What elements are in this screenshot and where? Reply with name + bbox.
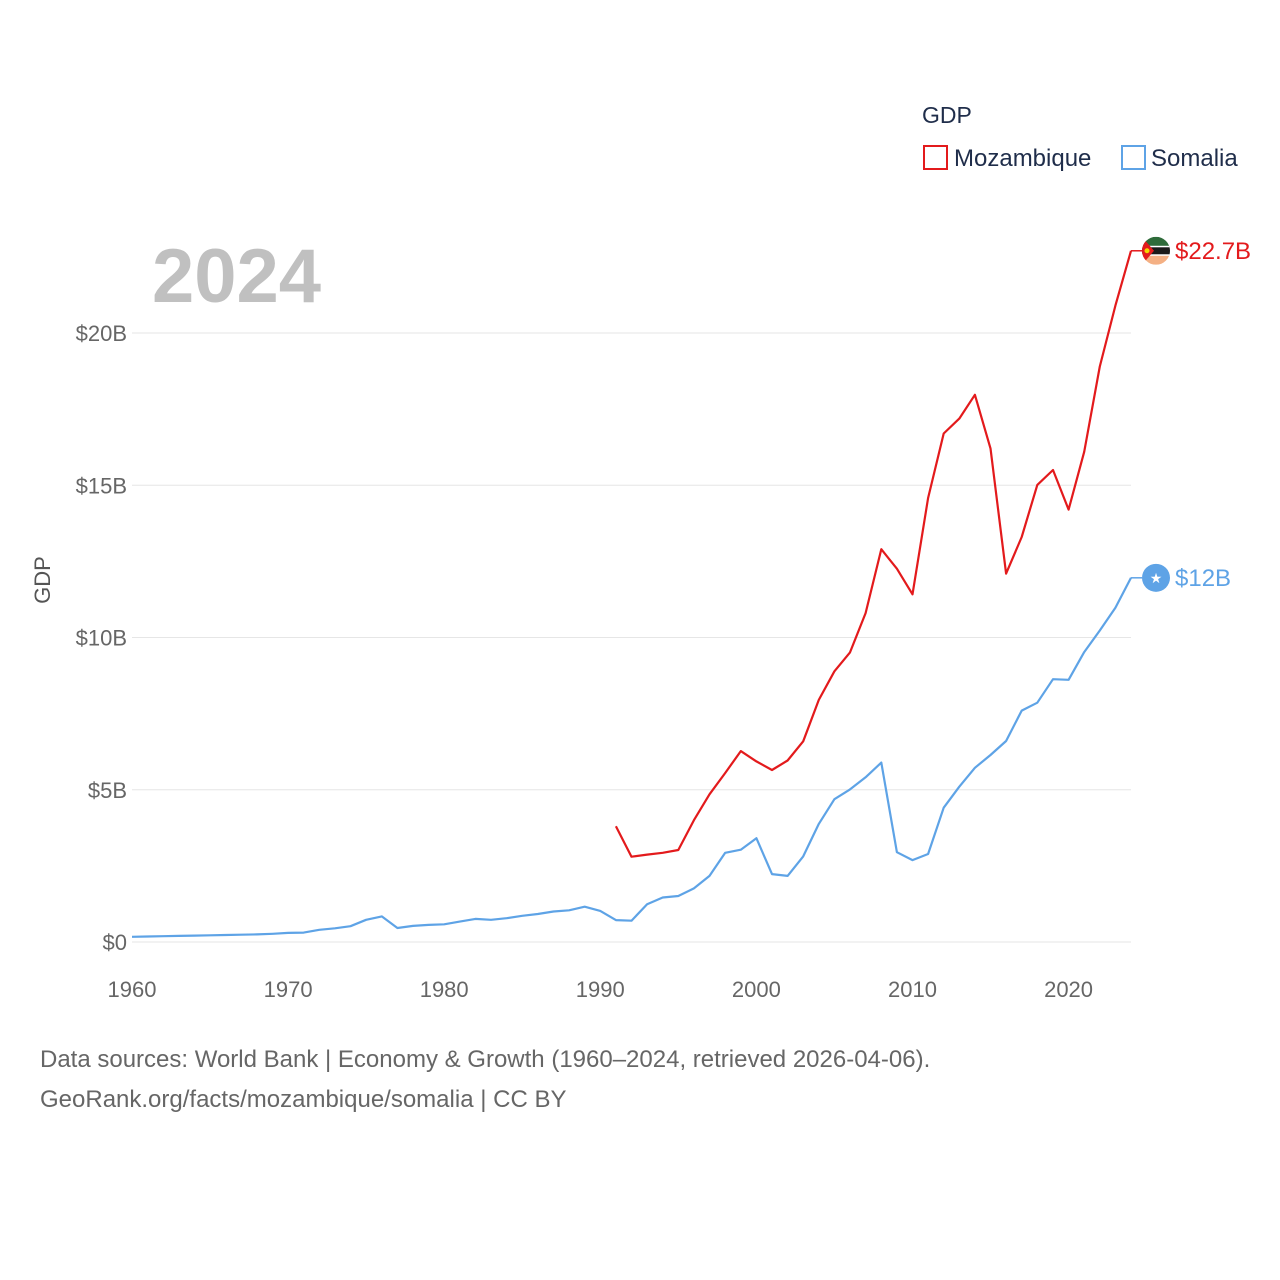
series-end-labels: $22.7B ★ $12B xyxy=(1131,236,1251,592)
svg-text:★: ★ xyxy=(1150,571,1163,587)
data-source-footer: Data sources: World Bank | Economy & Gro… xyxy=(40,1040,1240,1120)
x-tick-label: 2010 xyxy=(888,977,937,1002)
somalia-flag-icon: ★ xyxy=(1142,563,1170,592)
x-tick-label: 1960 xyxy=(108,977,157,1002)
x-tick-label: 1970 xyxy=(264,977,313,1002)
mozambique-flag-icon xyxy=(1142,236,1170,265)
legend-item-somalia[interactable]: Somalia xyxy=(1121,145,1238,172)
y-tick-label: $15B xyxy=(76,473,127,498)
source-line-2: GeoRank.org/facts/mozambique/somalia | C… xyxy=(40,1086,567,1113)
source-line-1: Data sources: World Bank | Economy & Gro… xyxy=(40,1046,931,1073)
y-axis-ticks: $0 $5B $10B $15B $20B xyxy=(76,321,127,955)
legend-swatch-mozambique xyxy=(923,145,948,170)
y-tick-label: $10B xyxy=(76,626,127,651)
legend-swatch-somalia xyxy=(1121,145,1146,170)
legend-label-somalia: Somalia xyxy=(1151,145,1238,172)
x-axis-ticks: 1960 1970 1980 1990 2000 2010 2020 xyxy=(108,977,1094,1002)
legend-label-mozambique: Mozambique xyxy=(954,145,1091,172)
series-line-mozambique xyxy=(614,250,1133,858)
legend-item-mozambique[interactable]: Mozambique xyxy=(923,145,1091,172)
legend-title: GDP xyxy=(922,102,972,128)
end-value-label-somalia: $12B xyxy=(1175,565,1231,592)
legend: GDP Mozambique Somalia xyxy=(922,102,1238,172)
y-tick-label: $20B xyxy=(76,321,127,346)
x-tick-label: 1980 xyxy=(420,977,469,1002)
x-tick-label: 2020 xyxy=(1044,977,1093,1002)
x-tick-label: 1990 xyxy=(576,977,625,1002)
x-tick-label: 2000 xyxy=(732,977,781,1002)
year-watermark: 2024 xyxy=(152,234,321,319)
end-value-label-mozambique: $22.7B xyxy=(1175,238,1251,265)
y-tick-label: $0 xyxy=(103,930,127,955)
grid-lines xyxy=(132,332,1131,943)
series-lines xyxy=(131,250,1133,938)
series-line-somalia xyxy=(131,577,1132,938)
y-tick-label: $5B xyxy=(88,778,127,803)
y-axis-title: GDP xyxy=(30,556,55,604)
